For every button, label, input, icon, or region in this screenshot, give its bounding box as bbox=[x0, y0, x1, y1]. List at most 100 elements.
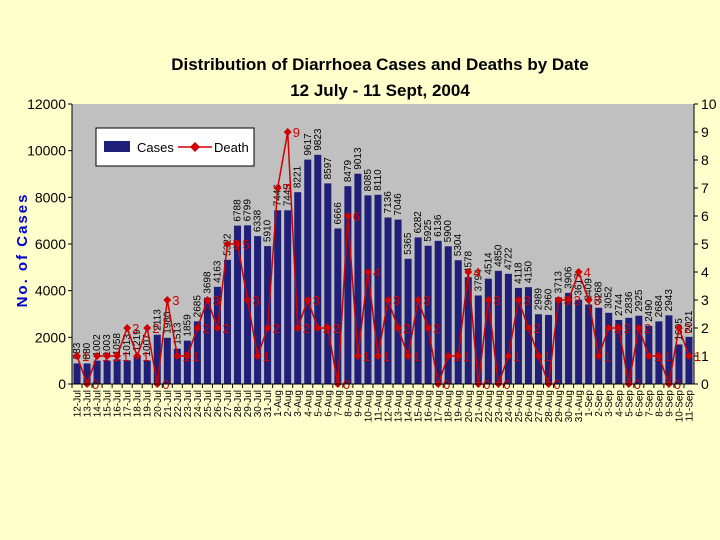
death-point bbox=[293, 324, 302, 332]
x-tick-label: 25-Jul bbox=[203, 390, 214, 417]
death-point bbox=[183, 352, 192, 360]
bar-value-label: 2960 bbox=[544, 288, 555, 311]
bar-cases bbox=[83, 363, 91, 384]
y-tick-label: 12000 bbox=[27, 96, 66, 112]
bar-value-label: 6788 bbox=[233, 199, 244, 222]
x-tick-label: 11-Sep bbox=[684, 390, 695, 422]
x-tick-label: 3-Aug bbox=[293, 390, 304, 417]
death-point bbox=[534, 352, 543, 360]
bar-value-label: 8085 bbox=[363, 169, 374, 192]
axes-group: 0200040006000800010000120000123456789101… bbox=[27, 96, 717, 422]
death-value-label: 4 bbox=[473, 265, 480, 280]
death-value-label: 1 bbox=[82, 349, 89, 364]
death-value-label: 7 bbox=[283, 181, 290, 196]
bar-value-label: 1859 bbox=[182, 314, 193, 337]
bar-cases bbox=[103, 360, 111, 384]
x-tick-label: 20-Aug bbox=[464, 390, 475, 422]
death-value-label: 3 bbox=[423, 293, 430, 308]
bar-value-label: 9013 bbox=[353, 147, 364, 170]
legend-cases-label: Cases bbox=[137, 140, 174, 155]
bar-value-label: 5910 bbox=[263, 219, 274, 242]
bar-cases bbox=[494, 270, 502, 384]
bar-cases bbox=[464, 277, 472, 384]
death-point bbox=[223, 240, 232, 248]
bar-value-label: 9617 bbox=[303, 133, 314, 156]
chart-subtitle: 12 July - 11 Sept, 2004 bbox=[290, 81, 470, 100]
death-point bbox=[203, 296, 212, 304]
death-point bbox=[634, 324, 643, 332]
bar-value-label: 1013 bbox=[122, 334, 133, 357]
x-tick-label: 19-Jul bbox=[143, 390, 154, 417]
death-value-label: 2 bbox=[273, 321, 280, 336]
death-value-label: 1 bbox=[122, 349, 129, 364]
bar-cases bbox=[404, 258, 412, 384]
death-point bbox=[363, 268, 372, 276]
bar-cases bbox=[524, 287, 532, 384]
bar-value-label: 3906 bbox=[564, 266, 575, 289]
x-tick-label: 13-Aug bbox=[394, 390, 405, 422]
bar-value-label: 8479 bbox=[343, 159, 354, 182]
death-point bbox=[424, 324, 433, 332]
death-value-label: 1 bbox=[192, 349, 199, 364]
bar-cases bbox=[223, 259, 232, 384]
x-tick-label: 12-Aug bbox=[384, 390, 395, 422]
bar-value-label: 6338 bbox=[253, 209, 264, 232]
death-point bbox=[524, 324, 533, 332]
death-value-label: 4 bbox=[373, 265, 380, 280]
x-tick-label: 26-Aug bbox=[524, 390, 535, 422]
death-value-label: 2 bbox=[132, 321, 139, 336]
x-tick-label: 7-Sep bbox=[644, 390, 655, 417]
bar-cases bbox=[585, 304, 593, 384]
death-point bbox=[584, 296, 593, 304]
x-tick-label: 24-Aug bbox=[504, 390, 515, 422]
x-tick-label: 16-Jul bbox=[113, 390, 124, 417]
bar-value-label: 2113 bbox=[152, 309, 163, 331]
y2-tick-label: 4 bbox=[701, 264, 709, 280]
bar-value-label: 7445 bbox=[283, 184, 294, 207]
x-tick-label: 20-Jul bbox=[153, 390, 164, 417]
death-point bbox=[343, 212, 352, 220]
y2-tick-label: 5 bbox=[701, 236, 709, 252]
death-value-label: 9 bbox=[293, 125, 300, 140]
bar-cases bbox=[304, 159, 312, 384]
bar-cases bbox=[484, 278, 492, 384]
bar-cases bbox=[685, 336, 693, 384]
bar-value-label: 5304 bbox=[453, 234, 464, 257]
bar-value-label: 8110 bbox=[373, 169, 384, 191]
death-value-label: 6 bbox=[353, 209, 360, 224]
bar-cases bbox=[264, 246, 272, 384]
death-value-label: 2 bbox=[333, 321, 340, 336]
bar-cases bbox=[113, 359, 121, 384]
x-tick-label: 14-Aug bbox=[404, 390, 415, 422]
bar-cases bbox=[454, 260, 462, 384]
bar-value-label: 1003 bbox=[102, 334, 113, 357]
y-tick-label: 2000 bbox=[35, 329, 66, 345]
y-tick-label: 6000 bbox=[35, 236, 66, 252]
bar-cases bbox=[334, 228, 342, 384]
death-value-label: 3 bbox=[523, 293, 530, 308]
bar-value-label: 2744 bbox=[614, 293, 625, 316]
death-value-label: 1 bbox=[363, 349, 370, 364]
bar-cases bbox=[394, 219, 402, 384]
bar-value-label: 4163 bbox=[212, 260, 223, 283]
bar-cases bbox=[143, 360, 151, 384]
x-tick-label: 14-Jul bbox=[93, 390, 104, 417]
bar-cases bbox=[234, 225, 242, 384]
death-point bbox=[173, 352, 182, 360]
x-tick-label: 30-Jul bbox=[253, 390, 264, 417]
x-tick-label: 4-Sep bbox=[614, 390, 625, 417]
y2-tick-label: 9 bbox=[701, 124, 709, 140]
bar-cases bbox=[504, 273, 512, 384]
bar-cases bbox=[254, 236, 262, 384]
x-tick-label: 15-Aug bbox=[414, 390, 425, 422]
bar-cases bbox=[414, 237, 422, 384]
bar-value-label: 4514 bbox=[483, 252, 494, 275]
x-tick-label: 9-Aug bbox=[353, 390, 364, 417]
x-tick-label: 10-Aug bbox=[363, 390, 374, 422]
x-tick-label: 25-Aug bbox=[514, 390, 525, 422]
x-tick-label: 7-Aug bbox=[333, 390, 344, 417]
x-tick-label: 8-Sep bbox=[654, 390, 665, 417]
bar-value-label: 2490 bbox=[644, 299, 655, 322]
bar-value-label: 2684 bbox=[654, 295, 665, 318]
